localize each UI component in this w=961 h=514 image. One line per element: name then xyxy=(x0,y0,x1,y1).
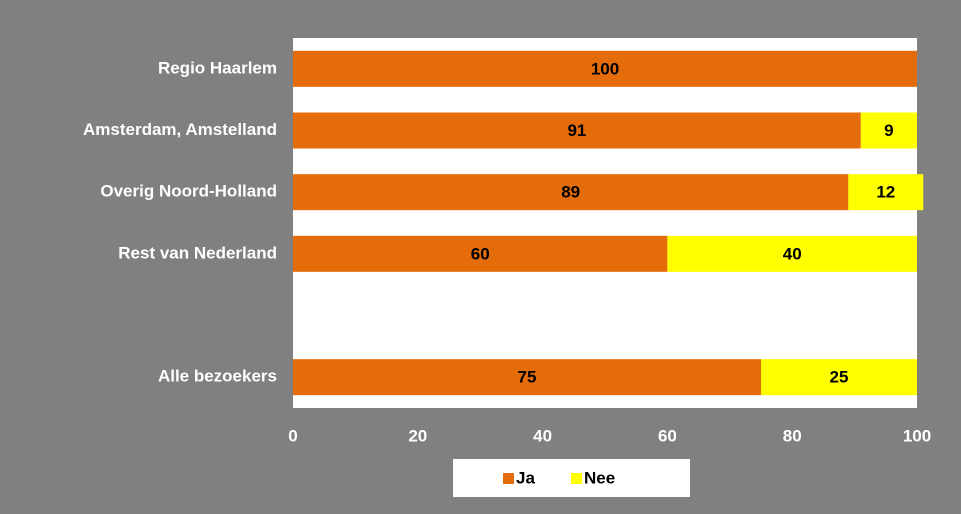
data-label: 60 xyxy=(471,244,490,263)
x-tick-label: 100 xyxy=(903,426,931,445)
data-label: 12 xyxy=(876,183,895,202)
x-tick-label: 80 xyxy=(783,426,802,445)
data-label: 100 xyxy=(591,59,619,78)
x-tick-label: 20 xyxy=(408,426,427,445)
x-tick-label: 0 xyxy=(288,426,297,445)
bar-segment xyxy=(293,359,761,396)
y-tick-label: Rest van Nederland xyxy=(118,243,277,262)
y-tick-label: Overig Noord-Holland xyxy=(100,182,277,201)
y-tick-label: Alle bezoekers xyxy=(158,367,277,386)
legend-label: Ja xyxy=(516,468,535,487)
data-label: 25 xyxy=(830,368,849,387)
plot-area xyxy=(293,38,917,408)
data-label: 89 xyxy=(561,183,580,202)
bar-segment xyxy=(293,112,861,149)
bar-segment xyxy=(761,359,917,396)
data-label: 75 xyxy=(518,368,537,387)
data-label: 40 xyxy=(783,244,802,263)
y-tick-label: Amsterdam, Amstelland xyxy=(83,120,277,139)
bar-segment xyxy=(860,112,917,149)
x-tick-label: 40 xyxy=(533,426,552,445)
y-tick-label: Regio Haarlem xyxy=(158,58,277,77)
data-label: 9 xyxy=(884,121,893,140)
bar-segment xyxy=(293,174,849,211)
bar-segment xyxy=(848,174,924,211)
bar-segment xyxy=(293,235,668,272)
legend-swatch xyxy=(503,473,514,484)
legend-label: Nee xyxy=(584,468,615,487)
legend-swatch xyxy=(571,473,582,484)
bar-segment xyxy=(667,235,917,272)
x-tick-label: 60 xyxy=(658,426,677,445)
bar-segment xyxy=(293,50,917,87)
data-label: 91 xyxy=(567,121,586,140)
